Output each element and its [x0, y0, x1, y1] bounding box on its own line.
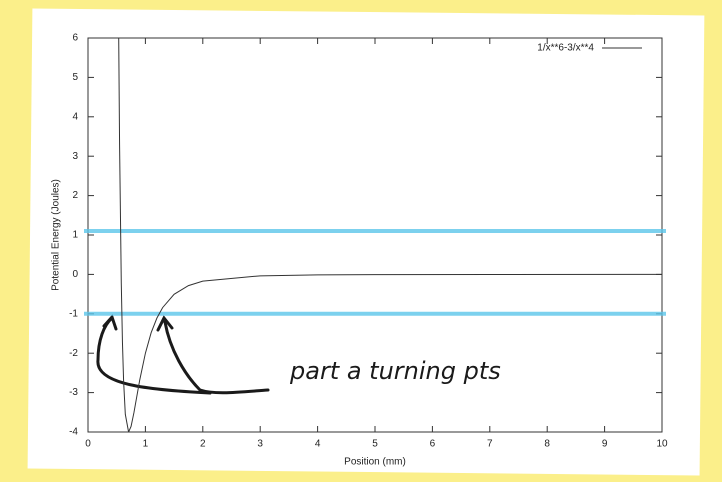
- x-tick-label: 1: [143, 439, 149, 450]
- y-tick-label: -4: [69, 427, 78, 438]
- y-tick-label: -3: [69, 387, 78, 398]
- y-tick-label: 1: [72, 230, 78, 241]
- y-tick-label: -1: [69, 308, 78, 319]
- x-tick-label: 7: [487, 439, 493, 450]
- x-tick-label: 5: [372, 439, 378, 450]
- y-tick-label: 0: [72, 269, 78, 280]
- y-tick-label: 4: [72, 111, 78, 122]
- annotation: part a turning pts: [289, 357, 501, 385]
- paper-sheet: [28, 8, 705, 475]
- y-tick-label: 2: [72, 190, 78, 201]
- y-tick-label: 3: [72, 151, 78, 162]
- x-tick-label: 3: [257, 439, 263, 450]
- x-tick-label: 0: [85, 439, 91, 450]
- y-tick-label: -2: [69, 348, 78, 359]
- y-tick-label: 6: [72, 33, 78, 44]
- x-axis-label: Position (mm): [344, 457, 406, 468]
- x-tick-label: 2: [200, 439, 206, 450]
- x-tick-label: 10: [656, 439, 668, 450]
- page: {"chart_data": { "type": "line", "x_labe…: [0, 0, 722, 477]
- x-tick-label: 9: [602, 439, 608, 450]
- x-tick-label: 6: [430, 439, 436, 450]
- x-tick-label: 4: [315, 439, 321, 450]
- x-tick-label: 8: [544, 439, 550, 450]
- y-tick-label: 5: [72, 72, 78, 83]
- chart: Position (mm) Potential Energy (Joules) …: [0, 0, 722, 477]
- y-axis-label: Potential Energy (Joules): [51, 179, 62, 291]
- legend-label: 1/x**6-3/x**4: [537, 43, 594, 54]
